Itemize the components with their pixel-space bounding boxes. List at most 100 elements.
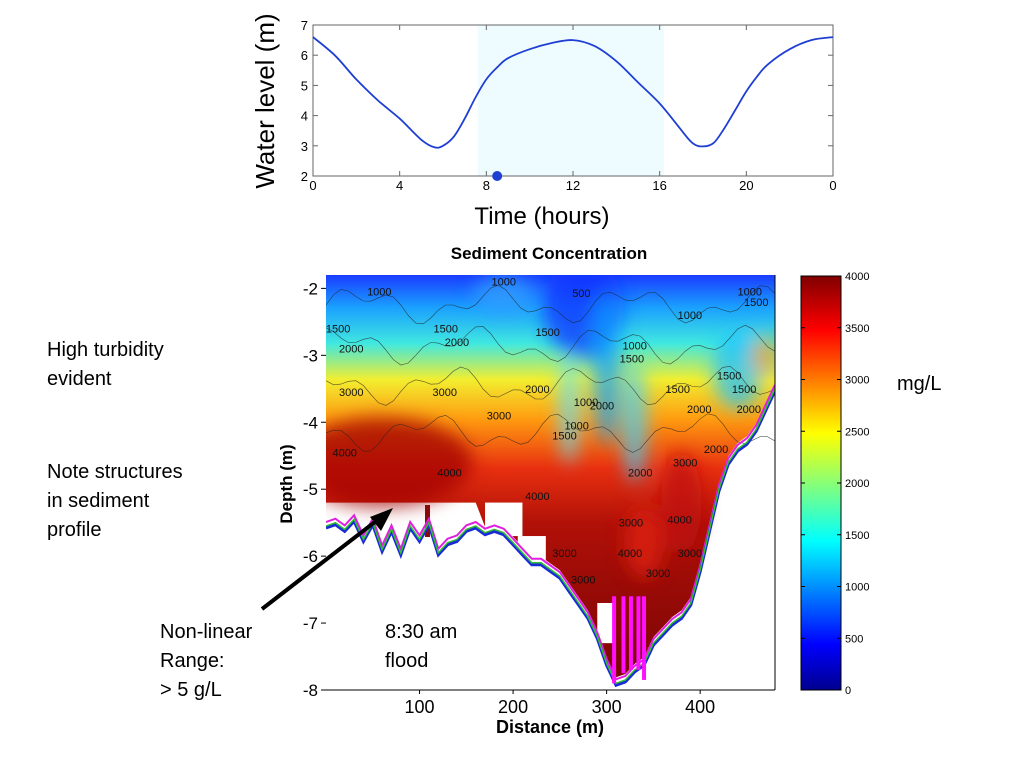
- colorbar-tick-label: 2000: [845, 478, 869, 490]
- water-level-series-line: [312, 36, 834, 149]
- depth-y-tick-label: -3: [303, 346, 318, 365]
- contour-label: 1000: [564, 421, 588, 433]
- contour-label: 3000: [552, 548, 576, 560]
- depth-y-tick-label: -2: [303, 279, 318, 298]
- structures-note-line-1: Note structures: [47, 461, 183, 483]
- water-level-y-axis-label: Water level (m): [250, 13, 280, 188]
- colorbar-units-label: mg/L: [897, 373, 942, 395]
- colorbar-tick-label: 2500: [845, 426, 869, 438]
- contour-label: 2000: [445, 337, 469, 349]
- depth-y-tick-label: -4: [303, 413, 318, 432]
- contour-label: 1500: [326, 324, 350, 336]
- concentration-field: [326, 275, 775, 690]
- water-level-y-tick-label: 3: [301, 139, 308, 154]
- contour-label: 1000: [491, 277, 515, 289]
- sediment-concentration-chart: Sediment Concentration 1000 1000 500 1000 10…: [277, 244, 776, 737]
- colorbar-tick-label: 500: [845, 633, 863, 645]
- water-level-x-tick-label: 0: [829, 178, 836, 193]
- depth-y-tick-label: -6: [303, 547, 318, 566]
- contour-label: 4000: [525, 491, 549, 503]
- distance-x-tick-label: 200: [498, 697, 528, 717]
- contour-label: 1500: [732, 384, 756, 396]
- colorbar-tick-label: 3000: [845, 375, 869, 387]
- water-level-x-tick-label: 12: [566, 178, 580, 193]
- distance-x-ticks: 100 200 300 400: [405, 690, 715, 717]
- contour-label: 1000: [622, 340, 646, 352]
- contour-label: 2000: [628, 467, 652, 479]
- nonlinear-note-line-2: Range:: [160, 650, 225, 672]
- contour-label: 2000: [590, 401, 614, 413]
- contour-label: 3000: [673, 457, 697, 469]
- time-note-line-2: flood: [385, 650, 429, 672]
- contour-label: 1500: [620, 354, 644, 366]
- colorbar-tick-label: 1000: [845, 582, 869, 594]
- structures-note-line-2: in sediment: [47, 490, 150, 512]
- contour-label: 2000: [525, 384, 549, 396]
- sediment-chart-title: Sediment Concentration: [451, 244, 647, 263]
- water-level-x-ticks: 0 4 8 12 16 20 0: [309, 25, 837, 193]
- colorbar-tick-label: 1500: [845, 530, 869, 542]
- water-level-y-tick-label: 7: [301, 18, 308, 33]
- water-level-x-tick-label: 4: [396, 178, 403, 193]
- water-level-y-tick-label: 5: [301, 78, 308, 93]
- contour-label: 1000: [367, 287, 391, 299]
- time-note: 8:30 am flood: [385, 618, 457, 676]
- water-level-x-tick-label: 0: [309, 178, 316, 193]
- current-time-marker: [492, 171, 503, 181]
- contour-label: 3000: [433, 387, 457, 399]
- contour-label: 4000: [332, 447, 356, 459]
- distance-x-tick-label: 100: [405, 697, 435, 717]
- colorbar-tick-label: 4000: [845, 271, 869, 283]
- water-level-y-tick-label: 2: [301, 169, 308, 184]
- contour-label: 3000: [571, 575, 595, 587]
- contour-label: 1000: [738, 287, 762, 299]
- water-level-x-tick-label: 8: [483, 178, 490, 193]
- contour-label: 1500: [665, 384, 689, 396]
- water-level-y-ticks: 2 3 4 5 6 7: [301, 18, 833, 184]
- annotation-arrowhead: [370, 508, 393, 531]
- colorbar-tick-label: 3500: [845, 323, 869, 335]
- contour-label: 500: [572, 288, 590, 300]
- contour-label: 4000: [437, 467, 461, 479]
- water-level-x-tick-label: 16: [652, 178, 666, 193]
- contour-label: 4000: [667, 514, 691, 526]
- water-level-y-tick-label: 4: [301, 109, 308, 124]
- nonlinear-range-note: Non-linear Range: > 5 g/L: [160, 618, 252, 705]
- depth-y-tick-label: -7: [303, 614, 318, 633]
- contour-label: 2000: [737, 404, 761, 416]
- contour-label: 2000: [704, 444, 728, 456]
- nonlinear-note-line-1: Non-linear: [160, 621, 253, 643]
- distance-axis-label: Distance (m): [496, 717, 604, 737]
- structures-note-line-3: profile: [47, 519, 102, 541]
- contour-label: 3000: [646, 568, 670, 580]
- contour-label: 1500: [552, 431, 576, 443]
- contour-label: 3000: [339, 387, 363, 399]
- contour-label: 3000: [619, 518, 643, 530]
- colorbar-tick-label: 0: [845, 685, 851, 697]
- turbidity-note-line-2: evident: [47, 368, 112, 390]
- turbidity-note: High turbidity evident: [47, 336, 164, 394]
- water-level-x-tick-label: 20: [739, 178, 753, 193]
- contour-label: 2000: [339, 344, 363, 356]
- water-level-y-tick-label: 6: [301, 48, 308, 63]
- colorbar-gradient: [800, 275, 842, 691]
- contour-label: 1500: [744, 297, 768, 309]
- depth-y-ticks: -2 -3 -4 -5 -6 -7 -8: [303, 279, 326, 700]
- turbidity-note-line-1: High turbidity: [47, 339, 164, 361]
- water-level-chart: 2 3 4 5 6 7 0 4 8 12 16 20 0 Water level (m) Time (…: [250, 13, 837, 230]
- contour-label: 1500: [717, 370, 741, 382]
- structures-note: Note structures in sediment profile: [47, 458, 183, 545]
- nonlinear-note-line-3: > 5 g/L: [160, 679, 222, 701]
- water-level-x-axis-label: Time (hours): [474, 203, 609, 230]
- contour-label: 1500: [433, 324, 457, 336]
- contour-label: 2000: [687, 404, 711, 416]
- time-note-line-1: 8:30 am: [385, 621, 458, 643]
- contour-label: 1000: [574, 397, 598, 409]
- contour-label: 1000: [678, 310, 702, 322]
- contour-label: 3000: [678, 548, 702, 560]
- contour-label: 1500: [535, 327, 559, 339]
- colorbar: 0 500 1000 1500 2000 2500 3000 3500 4000: [800, 271, 869, 697]
- flood-shaded-interval: [477, 25, 664, 176]
